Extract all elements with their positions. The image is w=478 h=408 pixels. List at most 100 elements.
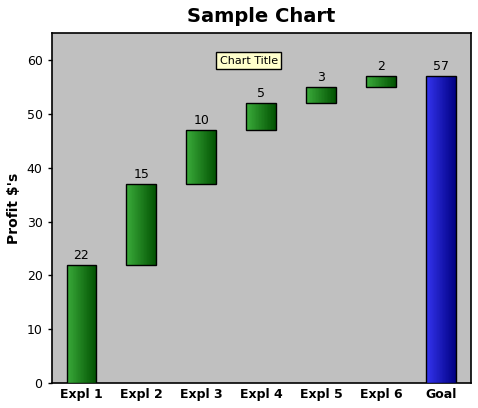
Bar xyxy=(306,87,307,103)
Bar xyxy=(186,130,187,184)
Bar xyxy=(190,130,191,184)
Bar xyxy=(366,76,367,87)
Bar xyxy=(379,76,380,87)
Bar xyxy=(135,184,136,265)
Bar xyxy=(368,76,369,87)
Bar xyxy=(129,184,130,265)
Bar xyxy=(86,265,87,383)
Bar xyxy=(372,76,373,87)
Bar xyxy=(207,130,208,184)
Bar xyxy=(134,184,135,265)
Bar xyxy=(389,76,390,87)
Bar xyxy=(383,76,384,87)
Bar xyxy=(373,76,374,87)
Bar xyxy=(257,103,258,130)
Bar xyxy=(275,103,276,130)
Bar xyxy=(444,76,445,383)
Bar xyxy=(323,87,324,103)
Bar xyxy=(387,76,388,87)
Bar xyxy=(454,76,455,383)
Bar xyxy=(260,103,261,130)
Bar xyxy=(268,103,269,130)
Bar xyxy=(248,103,249,130)
Bar xyxy=(127,184,128,265)
Bar xyxy=(438,76,439,383)
Bar xyxy=(439,76,440,383)
Bar xyxy=(131,184,132,265)
Bar xyxy=(311,87,312,103)
Bar xyxy=(259,103,260,130)
Bar xyxy=(429,76,430,383)
Bar xyxy=(306,87,336,103)
Text: 2: 2 xyxy=(377,60,385,73)
Bar xyxy=(145,184,146,265)
Bar xyxy=(154,184,155,265)
Bar xyxy=(246,103,247,130)
Bar xyxy=(187,130,188,184)
Bar xyxy=(309,87,310,103)
Bar xyxy=(139,184,140,265)
Bar xyxy=(451,76,452,383)
Bar xyxy=(127,184,156,265)
Bar xyxy=(272,103,273,130)
Text: 15: 15 xyxy=(133,168,149,181)
Bar xyxy=(194,130,195,184)
Bar xyxy=(201,130,202,184)
Text: 5: 5 xyxy=(257,87,265,100)
Bar xyxy=(203,130,204,184)
Bar xyxy=(133,184,134,265)
Bar xyxy=(393,76,394,87)
Bar xyxy=(327,87,328,103)
Bar xyxy=(89,265,90,383)
Bar xyxy=(395,76,396,87)
Bar xyxy=(334,87,335,103)
Bar xyxy=(206,130,207,184)
Bar xyxy=(430,76,431,383)
Bar xyxy=(70,265,71,383)
Bar xyxy=(186,130,217,184)
Bar xyxy=(317,87,318,103)
Bar xyxy=(151,184,152,265)
Bar xyxy=(249,103,250,130)
Bar xyxy=(210,130,211,184)
Bar xyxy=(324,87,325,103)
Bar xyxy=(138,184,139,265)
Bar xyxy=(252,103,253,130)
Bar xyxy=(435,76,436,383)
Bar xyxy=(436,76,437,383)
Bar xyxy=(377,76,378,87)
Bar xyxy=(204,130,205,184)
Bar xyxy=(385,76,386,87)
Bar xyxy=(264,103,265,130)
Bar xyxy=(82,265,83,383)
Bar xyxy=(212,130,213,184)
Bar xyxy=(73,265,74,383)
Bar xyxy=(314,87,315,103)
Bar xyxy=(132,184,133,265)
Bar xyxy=(452,76,453,383)
Bar xyxy=(189,130,190,184)
Bar xyxy=(453,76,454,383)
Bar xyxy=(199,130,200,184)
Bar xyxy=(96,265,97,383)
Bar xyxy=(308,87,309,103)
Bar xyxy=(433,76,434,383)
Bar xyxy=(392,76,393,87)
Bar xyxy=(81,265,82,383)
Bar xyxy=(77,265,78,383)
Bar xyxy=(147,184,148,265)
Bar xyxy=(255,103,256,130)
Bar xyxy=(91,265,92,383)
Bar xyxy=(192,130,193,184)
Bar xyxy=(136,184,137,265)
Bar xyxy=(371,76,372,87)
Bar xyxy=(76,265,77,383)
Bar xyxy=(246,103,276,130)
Bar xyxy=(191,130,192,184)
Bar xyxy=(153,184,154,265)
Bar xyxy=(84,265,85,383)
Bar xyxy=(258,103,259,130)
Bar xyxy=(315,87,316,103)
Bar xyxy=(254,103,255,130)
Bar xyxy=(205,130,206,184)
